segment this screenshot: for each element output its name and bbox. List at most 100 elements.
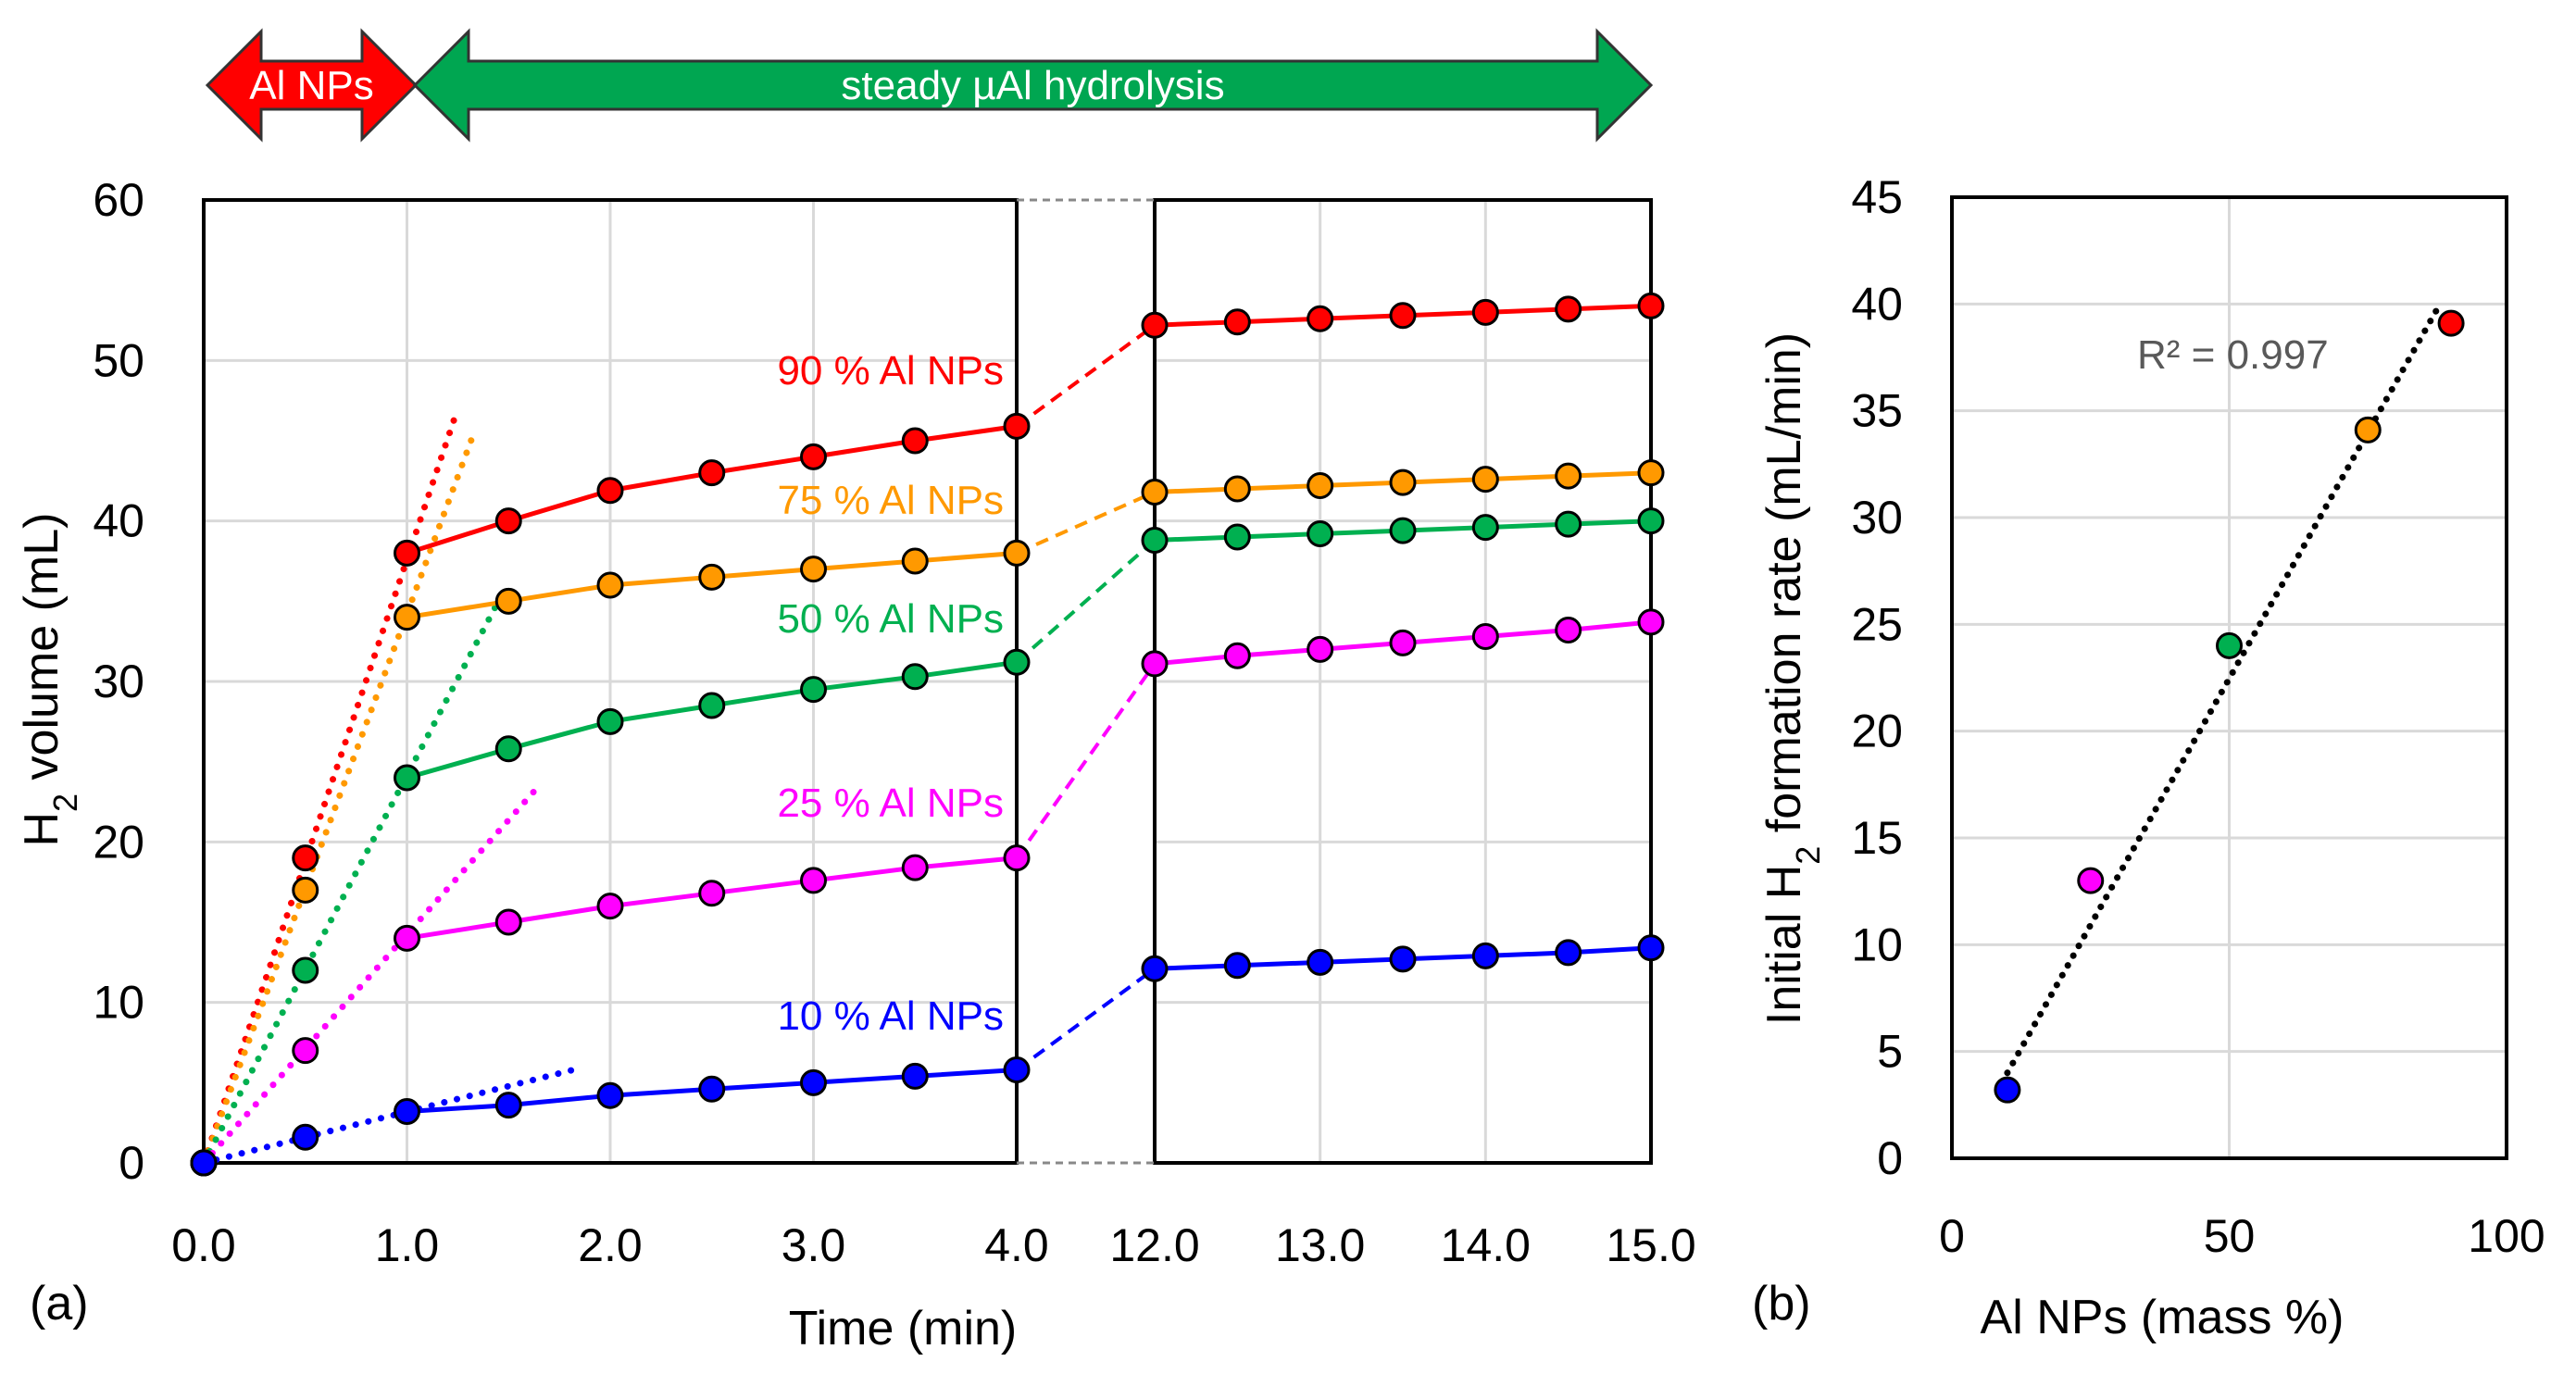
data-point [1003, 648, 1031, 676]
panel-b-tick-labels: 0 5 10 15 20 25 30 35 40 45 0 50 100 [1851, 171, 2545, 1262]
data-point [698, 880, 726, 907]
data-point [1003, 844, 1031, 872]
phase-arrow-label: Al NPs [249, 63, 373, 108]
data-point [394, 1098, 420, 1126]
initial-slope-line [200, 1065, 583, 1167]
scatter-point [1994, 1076, 2021, 1104]
panel-a-axes-frames [202, 198, 1653, 1165]
data-point [1637, 608, 1665, 636]
data-point [1637, 459, 1665, 487]
a-y-tick-label: 10 [93, 977, 144, 1029]
data-point [292, 1037, 319, 1065]
data-point [190, 1149, 218, 1177]
data-point [1003, 1055, 1031, 1083]
data-point [901, 427, 929, 455]
a-x-tick-label: 4.0 [984, 1219, 1049, 1271]
data-point [1471, 942, 1499, 969]
data-point [800, 1068, 827, 1096]
panel-b-gridlines [1950, 195, 2508, 1160]
data-point [698, 563, 726, 591]
data-point [800, 867, 827, 894]
data-point [494, 587, 522, 615]
data-point [494, 507, 522, 535]
data-point [1141, 955, 1169, 982]
data-point [596, 1081, 624, 1109]
data-point [1389, 629, 1417, 656]
data-point [1389, 468, 1417, 496]
data-point [1307, 635, 1334, 663]
panel-a-initial-slope-lines [200, 405, 583, 1167]
panel-b-trendline [2004, 300, 2444, 1077]
data-point [698, 459, 726, 487]
series-label: 50 % Al NPs [777, 596, 1004, 642]
initial-slope-line [200, 429, 478, 1167]
panel-b-x-axis-title: Al NPs (mass %) [1981, 1291, 2345, 1344]
data-point [800, 676, 827, 704]
a-x-tick-label: 14.0 [1441, 1219, 1531, 1271]
data-point [1471, 466, 1499, 493]
data-point [394, 924, 420, 952]
b-y-tick-label: 10 [1851, 918, 1903, 970]
data-point [1003, 412, 1031, 440]
trendline [2004, 300, 2444, 1077]
panel-b-label: (b) [1752, 1277, 1811, 1330]
a-x-tick-label: 1.0 [375, 1219, 440, 1271]
panel-a-y-axis-title: H2 volume (mL) [15, 513, 84, 847]
scatter-point [2077, 867, 2105, 894]
panel-a-series [190, 292, 1665, 1177]
panel-a-series-labels: 90 % Al NPs 75 % Al NPs 50 % Al NPs 25 % Al… [777, 348, 1004, 1039]
a-y-tick-label: 0 [119, 1137, 144, 1189]
scatter-point [2354, 416, 2382, 443]
series-gap-connector [1015, 967, 1157, 1072]
panel-a-label: (a) [30, 1277, 89, 1330]
data-point [1555, 617, 1582, 644]
data-point [292, 844, 319, 872]
series-50-al-nps [190, 507, 1665, 1177]
series-10-al-nps [190, 934, 1665, 1177]
a-x-tick-label: 12.0 [1109, 1219, 1199, 1271]
series-gap-connector [1015, 662, 1157, 859]
series-90-al-nps [190, 292, 1665, 1177]
data-point [698, 1075, 726, 1103]
data-point [1637, 292, 1665, 319]
b-frame [1950, 195, 2508, 1160]
scatter-point [2437, 309, 2465, 337]
b-y-tick-label: 35 [1851, 385, 1903, 437]
data-point [494, 908, 522, 936]
panel-a-x-axis-title: Time (min) [789, 1302, 1018, 1355]
a-y-tick-label: 60 [93, 174, 144, 226]
b-y-tick-label: 20 [1851, 706, 1903, 757]
series-75-al-nps [190, 459, 1665, 1177]
data-point [394, 539, 420, 567]
series-25-al-nps [190, 608, 1665, 1177]
initial-slope-line [200, 405, 461, 1167]
a-y-tick-label: 40 [93, 495, 144, 547]
data-point [1389, 945, 1417, 973]
data-point [1471, 622, 1499, 650]
data-point [1141, 478, 1169, 506]
data-point [1555, 939, 1582, 967]
data-point [596, 893, 624, 920]
r-squared-annotation: R² = 0.997 [2137, 332, 2329, 378]
series-label: 75 % Al NPs [777, 478, 1004, 523]
data-point [292, 876, 319, 904]
data-point [1637, 934, 1665, 962]
phase-arrow-label: steady µAl hydrolysis [841, 63, 1224, 108]
initial-slope-line [200, 597, 502, 1167]
data-point [1003, 539, 1031, 567]
panel-b-points [1994, 309, 2465, 1104]
data-point [1637, 507, 1665, 535]
a-x-tick-label: 0.0 [171, 1219, 236, 1271]
data-point [1555, 462, 1582, 490]
phase-arrows: Al NPs steady µAl hydrolysis [205, 28, 1654, 143]
data-point [1307, 948, 1334, 976]
a-x-tick-label: 15.0 [1606, 1219, 1695, 1271]
series-label: 10 % Al NPs [777, 993, 1004, 1039]
data-point [1389, 302, 1417, 330]
data-point [596, 571, 624, 599]
a-x-tick-label: 2.0 [578, 1219, 643, 1271]
a-x-tick-label: 3.0 [782, 1219, 846, 1271]
a-right-frame [1153, 198, 1653, 1165]
panel-a-line-chart: 0 10 20 30 40 50 60 0.0 1.0 2.0 3.0 4.0 12.0 13.0 14.0… [15, 174, 1696, 1355]
